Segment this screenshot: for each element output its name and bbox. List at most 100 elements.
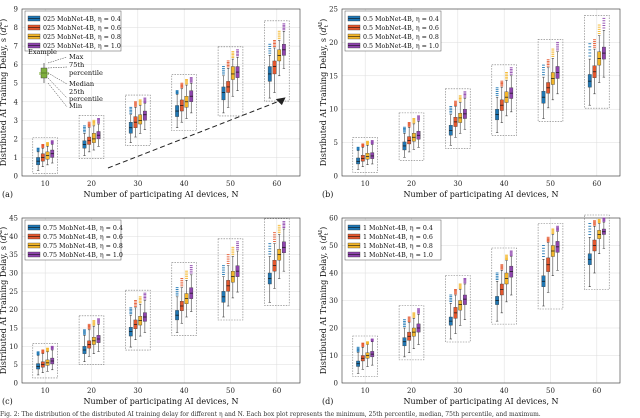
y-tick-label: 40 [9, 233, 18, 241]
legend-label: 0.75 MobNet-4B, η = 1.0 [43, 252, 123, 259]
group-dashed-box [78, 115, 105, 159]
example-p25-a-label: 25th [69, 88, 85, 96]
legend-box [344, 10, 442, 52]
y-tick-label: 10 [329, 106, 338, 114]
legend-label: 1 MobNet-4B, η = 1.0 [363, 252, 433, 259]
example-leader [47, 82, 68, 108]
example-p75-a-label: 75th [69, 61, 85, 69]
x-tick-label: 30 [453, 180, 462, 188]
y-tick-label: 8 [14, 24, 18, 32]
example-leader [47, 72, 68, 85]
y-tick-label: 15 [329, 72, 338, 80]
x-tick-label: 60 [272, 387, 281, 395]
axes-frame [341, 8, 621, 177]
axes-frame [21, 217, 301, 384]
group-dashed-box [445, 275, 471, 343]
x-tick-label: 20 [87, 387, 96, 395]
example-highlight [39, 72, 49, 75]
y-axis-label: Distributed AI Training Delay, s (dtAI) [0, 227, 10, 374]
x-tick-label: 50 [226, 180, 235, 188]
y-tick-label: 7 [14, 43, 18, 51]
y-tick-label: 10 [329, 352, 338, 360]
x-tick-label: 40 [500, 387, 509, 395]
y-tick-label: 20 [329, 325, 338, 333]
x-tick-label: 10 [361, 180, 370, 188]
y-tick-label: 30 [9, 270, 18, 278]
x-tick-label: 60 [592, 387, 601, 395]
y-tick-label: 25 [9, 288, 18, 296]
legend-label: 0.5 MobNet-4B, η = 1.0 [363, 43, 439, 50]
y-tick-label: 25 [329, 6, 338, 14]
group-dashed-box [217, 46, 244, 117]
group-dashed-box [217, 238, 244, 321]
example-leader [47, 56, 68, 64]
x-tick-label: 50 [546, 387, 555, 395]
legend-label: 0.75 MobNet-4B, η = 0.6 [43, 234, 123, 241]
box-0.6-N60 [272, 60, 277, 75]
legend-label: 025 MobNet-4B, η = 0.4 [43, 16, 121, 23]
x-tick-label: 10 [41, 180, 50, 188]
x-tick-label: 20 [407, 180, 416, 188]
x-tick-label: 30 [133, 387, 142, 395]
y-tick-label: 3 [14, 117, 18, 125]
y-tick-label: 0 [334, 380, 338, 388]
trend-arrow-head [275, 97, 286, 106]
group-dashed-box [32, 137, 58, 174]
y-tick-label: 45 [9, 215, 18, 223]
example-median-label: Median [69, 80, 95, 88]
legend-label: 025 MobNet-4B, η = 1.0 [43, 43, 121, 50]
y-tick-label: 60 [329, 215, 338, 223]
group-dashed-box [264, 20, 290, 102]
y-tick-label: 0 [14, 173, 18, 181]
y-axis-label: Distributed AI Training Delay, s (dtAI) [0, 19, 10, 166]
x-tick-label: 60 [592, 180, 601, 188]
y-tick-label: 0 [14, 380, 18, 388]
axes-frame [21, 8, 301, 177]
y-tick-label: 9 [14, 6, 18, 14]
x-tick-label: 10 [361, 387, 370, 395]
group-dashed-box [171, 74, 197, 132]
box-0.8-N50 [230, 66, 235, 80]
y-tick-label: 15 [9, 325, 18, 333]
panel-a: 0 1 2 3 4 5 6 7 8 9 10 20 30 40 50 60 025 MobNet-4B, η =… [0, 6, 301, 199]
example-max-label: Max [69, 53, 84, 61]
y-tick-label: 20 [329, 39, 338, 47]
box-0.4-N50 [221, 86, 226, 101]
group-dashed-box [537, 222, 564, 310]
y-tick-label: 40 [329, 270, 338, 278]
example-p75-b-label: percentile [69, 69, 103, 77]
legend-label: 025 MobNet-4B, η = 0.6 [43, 25, 121, 32]
legend-label: 0.75 MobNet-4B, η = 0.8 [43, 243, 123, 250]
legend-box [24, 219, 122, 261]
panel-c: 0 5 10 15 20 25 30 35 40 45 10 20 30 40 50 60 0.75 MobNe… [0, 215, 301, 406]
example-min-label: Min [69, 102, 83, 110]
y-tick-label: 5 [14, 80, 18, 88]
panel-d: 0 10 20 30 40 50 60 10 20 30 40 50 60 1 MobNet-4B, η … [318, 215, 621, 406]
panel-tag: (b) [322, 190, 333, 199]
group-dashed-box [125, 289, 151, 351]
x-axis-label: Number of participating AI devices, N [83, 397, 238, 406]
x-axis-label: Number of participating AI devices, N [403, 190, 558, 199]
x-tick-label: 60 [272, 180, 281, 188]
panel-tag: (d) [322, 397, 333, 406]
y-tick-label: 20 [9, 306, 18, 314]
y-tick-label: 6 [14, 61, 19, 69]
legend-box [344, 219, 442, 261]
box-1.0-N30 [463, 294, 467, 305]
box-1.0-N30 [143, 110, 147, 121]
x-axis-label: Number of participating AI devices, N [403, 397, 558, 406]
legend-label: 0.75 MobNet-4B, η = 0.4 [43, 225, 123, 232]
legend-label: 1 MobNet-4B, η = 0.8 [363, 243, 433, 250]
group-dashed-box [398, 112, 425, 161]
y-tick-label: 4 [14, 98, 19, 106]
y-tick-label: 35 [9, 251, 18, 259]
example-p25-b-label: percentile [69, 95, 103, 103]
legend-label: 0.5 MobNet-4B, η = 0.4 [363, 16, 439, 23]
panel-tag: (c) [2, 397, 13, 406]
group-dashed-box [78, 315, 105, 366]
x-tick-label: 50 [226, 387, 235, 395]
legend-label: 0.5 MobNet-4B, η = 0.8 [363, 34, 439, 41]
group-dashed-box [264, 218, 290, 306]
panel-b: 0 5 10 15 20 25 10 20 30 40 50 60 0.5 MobNet-4B, η =… [318, 6, 621, 199]
